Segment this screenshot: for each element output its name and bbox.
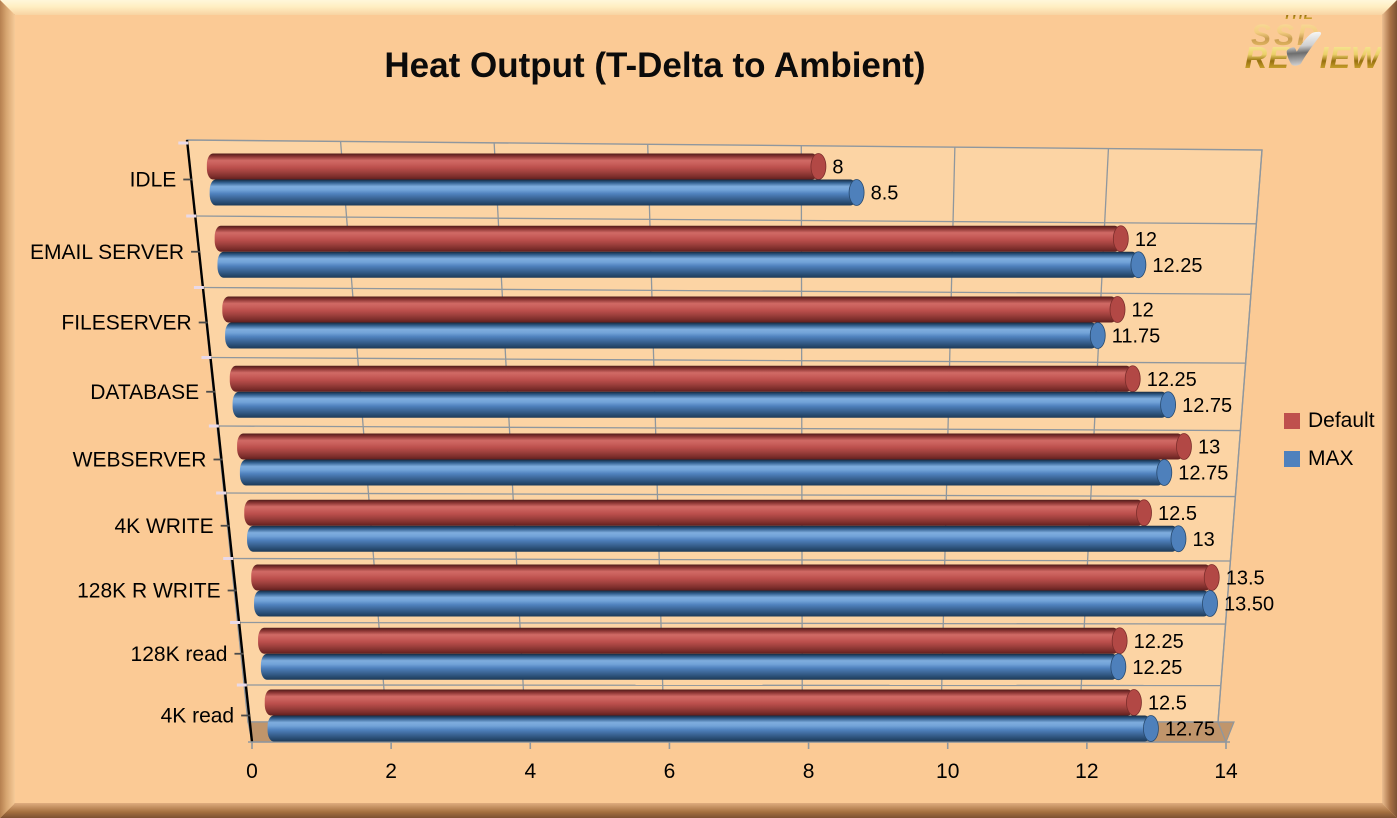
- bar-value-label: 12: [1135, 229, 1157, 251]
- logo-review-re: RE: [1244, 39, 1290, 75]
- bar-value-label: 12.75: [1178, 463, 1228, 485]
- wall-gridline: [1217, 149, 1263, 723]
- wall-row-separator: [217, 425, 1241, 432]
- bar-end-cap: [1111, 627, 1128, 655]
- category-label: DATABASE: [90, 381, 199, 404]
- bar-default: [251, 564, 1212, 591]
- bar-end-cap: [1170, 525, 1187, 553]
- bar-value-label: 12: [1132, 300, 1154, 322]
- legend-swatch: [1284, 413, 1300, 429]
- x-tick-label: 6: [664, 760, 676, 783]
- bar-end-cap: [1110, 653, 1127, 681]
- bar-max: [225, 322, 1098, 349]
- category-label: FILESERVER: [61, 312, 191, 335]
- legend-item-default: Default: [1284, 409, 1375, 433]
- chart-title: Heat Output (T-Delta to Ambient): [384, 46, 926, 85]
- bar-value-label: 8: [832, 157, 843, 179]
- bar-end-cap: [1156, 459, 1173, 486]
- bar-max: [254, 590, 1211, 617]
- bar-default: [264, 689, 1134, 716]
- bar-value-label: 13.50: [1224, 594, 1274, 616]
- bar-value-label: 13: [1198, 437, 1220, 459]
- bar-value-label: 13.5: [1226, 568, 1265, 590]
- legend-item-max: MAX: [1284, 447, 1375, 471]
- x-tick-label: 10: [936, 760, 959, 783]
- bar-value-label: 13: [1192, 529, 1214, 551]
- bar-value-label: 12.75: [1165, 719, 1215, 741]
- bar-end-cap: [1136, 499, 1152, 527]
- bar-default: [229, 365, 1133, 392]
- category-axis-line: [185, 139, 254, 743]
- ssd-review-logo: THE SSD RE ✔ IEW: [1245, 6, 1381, 100]
- bar-end-cap: [848, 179, 865, 206]
- x-tick-label: 2: [385, 760, 397, 783]
- bar-max: [247, 525, 1179, 552]
- wall-row-separator: [245, 684, 1221, 687]
- category-label: 4K read: [161, 705, 235, 728]
- bar-value-label: 12.75: [1182, 395, 1232, 417]
- wall-row-separator: [232, 557, 1231, 562]
- category-label: 128K read: [131, 643, 228, 666]
- bar-value-label: 11.75: [1112, 326, 1161, 348]
- bar-end-cap: [1124, 365, 1141, 393]
- x-tick-label: 14: [1214, 760, 1238, 783]
- x-tick-label: 12: [1075, 760, 1098, 783]
- check-icon: ✔: [1278, 16, 1331, 83]
- legend-label: MAX: [1308, 447, 1354, 470]
- category-label: IDLE: [130, 169, 177, 192]
- bar-max: [260, 653, 1119, 680]
- category-label: 4K WRITE: [114, 515, 213, 538]
- bar-value-label: 12.25: [1132, 657, 1182, 679]
- bar-end-cap: [1143, 715, 1159, 742]
- bar-value-label: 12.25: [1147, 369, 1197, 391]
- bar-default: [237, 433, 1184, 460]
- logo-review-iew: IEW: [1319, 39, 1382, 75]
- bar-max: [267, 715, 1151, 742]
- wall-row-separator: [239, 621, 1226, 625]
- bar-default: [222, 296, 1118, 323]
- bar-end-cap: [1109, 296, 1126, 323]
- logo-word-review: RE ✔ IEW: [1244, 16, 1382, 82]
- wall-row-separator: [195, 215, 1257, 225]
- bar-value-label: 12.5: [1148, 693, 1187, 715]
- bar-end-cap: [1089, 322, 1106, 349]
- x-tick-label: 0: [246, 760, 258, 783]
- bar-end-cap: [1202, 590, 1218, 617]
- legend-swatch: [1284, 451, 1300, 467]
- bar-default: [258, 627, 1120, 654]
- bar-end-cap: [1126, 689, 1142, 716]
- bar-max: [239, 459, 1165, 486]
- bar-end-cap: [1203, 564, 1220, 591]
- bar-value-label: 12.25: [1134, 631, 1184, 653]
- bar-end-cap: [1160, 391, 1177, 419]
- bar-value-label: 12.5: [1158, 503, 1197, 525]
- wall-row-separator: [225, 492, 1236, 498]
- bar-end-cap: [1176, 433, 1192, 460]
- bar-end-cap: [810, 153, 827, 180]
- legend: Default MAX: [1284, 409, 1375, 471]
- bar-default: [206, 153, 819, 180]
- category-label: EMAIL SERVER: [30, 241, 184, 264]
- bar-default: [214, 225, 1121, 252]
- bar-value-label: 12.25: [1152, 255, 1202, 277]
- bar-max: [209, 179, 857, 206]
- floor-gridline: [1217, 721, 1227, 743]
- bar-end-cap: [1112, 225, 1129, 253]
- bar-max: [232, 391, 1169, 418]
- bar-default: [244, 499, 1145, 526]
- legend-label: Default: [1308, 409, 1375, 432]
- category-label: WEBSERVER: [73, 449, 207, 472]
- bar-max: [217, 251, 1139, 278]
- category-label: 128K R WRITE: [77, 580, 221, 603]
- wall-row-separator: [210, 356, 1247, 364]
- x-tick-label: 4: [524, 760, 536, 783]
- bar-end-cap: [1130, 251, 1147, 279]
- x-tick-label: 8: [803, 760, 815, 783]
- logo-word-ssd: SSD: [1251, 19, 1322, 53]
- wall-row-separator: [202, 286, 1252, 295]
- bar-value-label: 8.5: [871, 183, 899, 205]
